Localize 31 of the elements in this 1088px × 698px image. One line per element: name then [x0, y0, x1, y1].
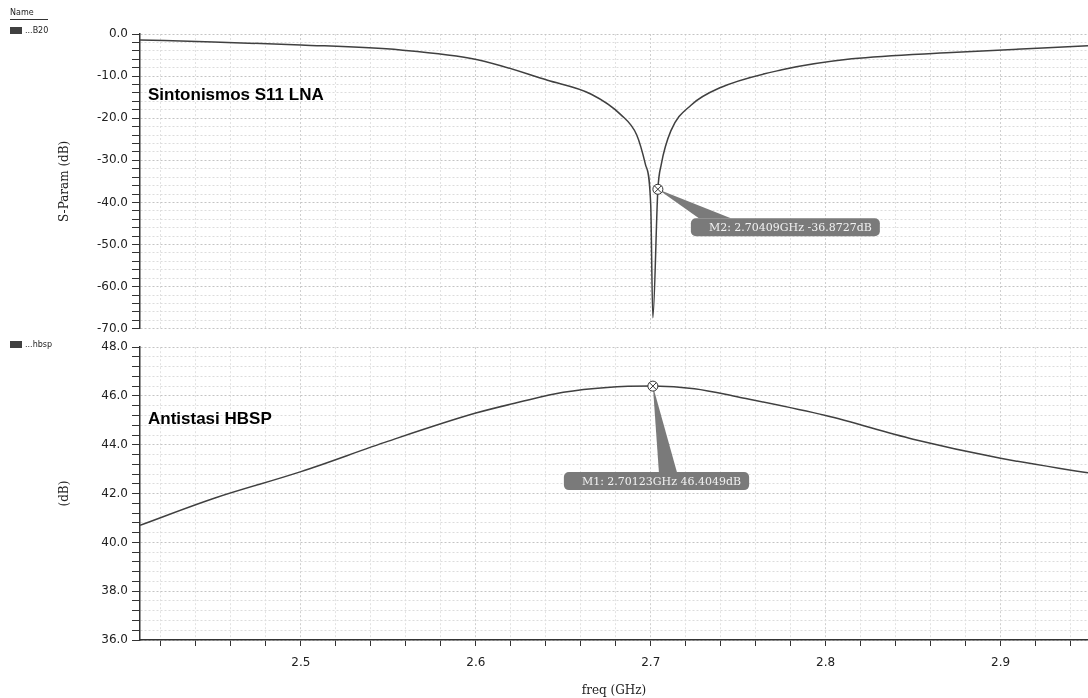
y-axis-title: S-Param (dB) [57, 140, 72, 223]
line-series [140, 39, 1088, 319]
text: Antistasi HBSP [148, 408, 272, 428]
x-tick-label: 2.5 [291, 655, 311, 670]
y-tick-label: -10.0 [96, 68, 128, 83]
annotation: M1: 2.70123GHz 46.4049dB [581, 474, 742, 488]
y-tick-label: 46.0 [101, 388, 128, 403]
y-tick-label: -70.0 [96, 320, 128, 335]
x-tick-label: 2.8 [816, 655, 836, 670]
legend-label: ...hbsp [25, 340, 53, 349]
legend-label: ...B20 [25, 26, 49, 35]
y-tick-label: -50.0 [96, 236, 128, 251]
y-tick-label: 38.0 [101, 583, 128, 598]
x-tick-label: 2.9 [991, 655, 1011, 670]
y-tick-label: 42.0 [101, 485, 128, 500]
y-tick-label: 48.0 [101, 339, 128, 354]
x-axis-title: freq (GHz) [581, 682, 647, 697]
y-tick-label: 44.0 [101, 436, 128, 451]
y-axis-title: (dB) [57, 480, 72, 507]
y-tick-label: -40.0 [96, 194, 128, 209]
y-tick-label: 0.0 [108, 26, 128, 41]
annotation: M2: 2.70409GHz -36.8727dB [708, 221, 872, 235]
x-tick-label: 2.6 [466, 655, 486, 670]
legend-title: Name [10, 8, 48, 20]
x-tick-label: 2.7 [641, 655, 661, 670]
y-tick-label: -60.0 [96, 278, 128, 293]
y-tick-label: -20.0 [96, 110, 128, 125]
y-tick-label: 36.0 [101, 632, 128, 647]
y-tick-label: 40.0 [101, 534, 128, 549]
y-tick-label: -30.0 [96, 152, 128, 167]
text: Sintonismos S11 LNA [148, 84, 324, 104]
